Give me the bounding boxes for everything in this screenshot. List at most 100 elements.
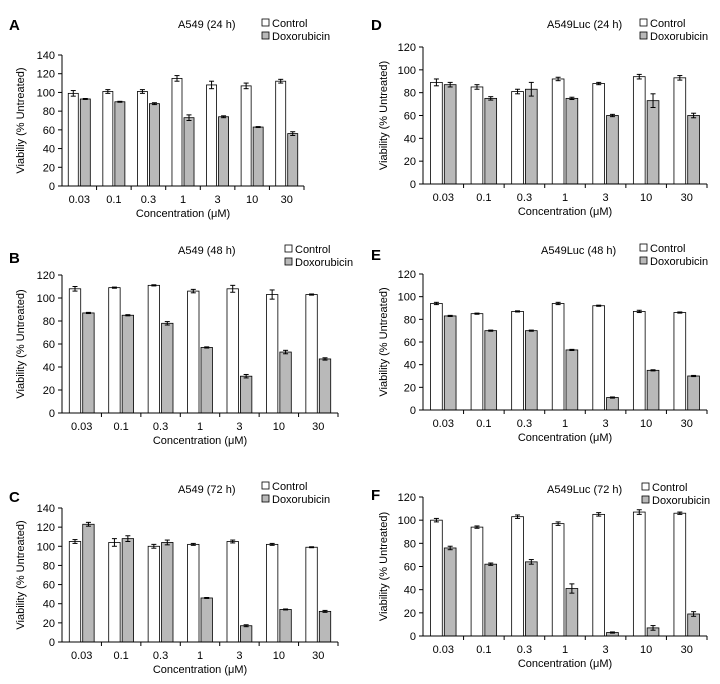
bar-control bbox=[68, 541, 82, 643]
bar-doxorubicin bbox=[149, 103, 160, 187]
bar-control bbox=[206, 84, 217, 187]
x-tick-label: 3 bbox=[603, 192, 609, 204]
bar-control bbox=[147, 284, 160, 414]
panel-letter: E bbox=[371, 247, 381, 264]
bar-control bbox=[551, 523, 565, 637]
y-tick-label: 120 bbox=[398, 492, 416, 504]
legend-label-doxorubicin: Doxorubicin bbox=[272, 494, 330, 506]
bar-control bbox=[430, 81, 443, 185]
bar-control bbox=[430, 303, 443, 411]
bar-control bbox=[266, 294, 279, 414]
bar-control bbox=[68, 288, 82, 414]
x-tick-label: 10 bbox=[273, 421, 285, 433]
y-tick-label: 80 bbox=[43, 316, 55, 328]
bar-control bbox=[592, 305, 605, 411]
bar-control bbox=[266, 543, 279, 643]
x-tick-label: 10 bbox=[273, 650, 285, 662]
x-tick-label: 3 bbox=[215, 194, 221, 206]
legend-label-doxorubicin: Doxorubicin bbox=[652, 495, 710, 507]
legend-swatch-control bbox=[261, 18, 270, 27]
chart-title: A549 (48 h) bbox=[178, 245, 235, 257]
y-tick-label: 80 bbox=[43, 560, 55, 572]
bar-control bbox=[147, 545, 160, 643]
legend-label-control: Control bbox=[272, 481, 307, 493]
bar-doxorubicin bbox=[606, 397, 619, 411]
chart-title: A549 (72 h) bbox=[178, 484, 235, 496]
x-tick-label: 0.1 bbox=[476, 644, 491, 656]
bar-doxorubicin bbox=[218, 116, 229, 187]
y-tick-label: 100 bbox=[37, 293, 55, 305]
bar-doxorubicin bbox=[443, 84, 457, 185]
y-tick-label: 40 bbox=[404, 585, 416, 597]
x-tick-label: 0.1 bbox=[476, 418, 491, 430]
y-tick-label: 0 bbox=[49, 181, 55, 193]
x-tick-label: 0.03 bbox=[433, 192, 454, 204]
legend-label-control: Control bbox=[650, 243, 685, 255]
y-tick-label: 80 bbox=[404, 314, 416, 326]
legend-label-control: Control bbox=[650, 18, 685, 30]
bar-control bbox=[187, 290, 200, 414]
x-tick-label: 0.3 bbox=[517, 418, 532, 430]
bar-doxorubicin bbox=[82, 312, 95, 414]
bar-control bbox=[171, 77, 183, 187]
legend-label-control: Control bbox=[295, 244, 330, 256]
x-tick-label: 0.3 bbox=[153, 650, 168, 662]
x-tick-label: 30 bbox=[312, 650, 324, 662]
y-axis-title: Viability (% Untreated) bbox=[378, 61, 390, 170]
y-tick-label: 40 bbox=[404, 360, 416, 372]
y-tick-label: 40 bbox=[43, 362, 55, 374]
bar-control bbox=[137, 91, 148, 187]
panel-letter: A bbox=[9, 17, 20, 34]
x-tick-label: 10 bbox=[246, 194, 258, 206]
bar-doxorubicin bbox=[565, 588, 579, 637]
y-tick-label: 80 bbox=[404, 538, 416, 550]
legend-swatch-doxorubicin bbox=[639, 256, 648, 265]
x-tick-label: 3 bbox=[236, 650, 242, 662]
bar-control bbox=[305, 546, 318, 643]
x-tick-label: 3 bbox=[603, 418, 609, 430]
x-axis-title: Concentration (μM) bbox=[153, 664, 247, 676]
panel-letter: B bbox=[9, 250, 20, 267]
y-tick-label: 40 bbox=[43, 599, 55, 611]
bar-control bbox=[240, 85, 252, 187]
x-tick-label: 1 bbox=[197, 421, 203, 433]
bar-doxorubicin bbox=[82, 523, 95, 643]
x-tick-label: 10 bbox=[640, 192, 652, 204]
bar-doxorubicin bbox=[443, 547, 457, 637]
bar-doxorubicin bbox=[687, 375, 700, 411]
y-tick-label: 120 bbox=[398, 42, 416, 54]
bar-control bbox=[67, 92, 79, 187]
x-tick-label: 0.3 bbox=[517, 644, 532, 656]
bar-doxorubicin bbox=[287, 133, 299, 187]
x-tick-label: 30 bbox=[681, 418, 693, 430]
x-axis-title: Concentration (μM) bbox=[518, 206, 612, 218]
bar-doxorubicin bbox=[687, 613, 700, 637]
bar-control bbox=[511, 91, 524, 185]
y-tick-label: 100 bbox=[398, 65, 416, 77]
x-tick-label: 0.3 bbox=[153, 421, 168, 433]
legend-swatch-doxorubicin bbox=[261, 31, 270, 40]
bar-doxorubicin bbox=[161, 322, 174, 414]
legend-swatch-doxorubicin bbox=[284, 257, 293, 266]
panel-letter: D bbox=[371, 17, 382, 34]
x-tick-label: 3 bbox=[603, 644, 609, 656]
bar-doxorubicin bbox=[121, 538, 134, 643]
y-tick-label: 140 bbox=[37, 50, 55, 62]
y-tick-label: 80 bbox=[404, 88, 416, 100]
legend-label-doxorubicin: Doxorubicin bbox=[650, 256, 708, 268]
bar-control bbox=[632, 511, 646, 637]
bar-doxorubicin bbox=[525, 330, 538, 411]
bar-doxorubicin bbox=[183, 117, 195, 187]
bar-doxorubicin bbox=[240, 625, 253, 643]
x-tick-label: 1 bbox=[180, 194, 186, 206]
legend-label-doxorubicin: Doxorubicin bbox=[272, 31, 330, 43]
y-tick-label: 120 bbox=[37, 270, 55, 282]
bar-doxorubicin bbox=[565, 349, 579, 411]
chart-title: A549Luc (48 h) bbox=[541, 245, 616, 257]
y-tick-label: 60 bbox=[404, 111, 416, 123]
bar-control bbox=[108, 287, 121, 414]
